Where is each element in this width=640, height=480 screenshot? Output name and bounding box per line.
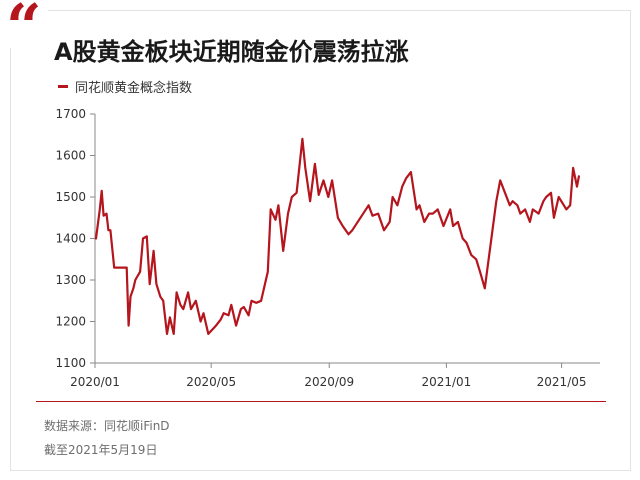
y-tick-label: 1400 bbox=[55, 232, 86, 246]
cutoff-date-note: 截至2021年5月19日 bbox=[44, 443, 158, 457]
x-tick-label: 2020/05 bbox=[186, 375, 236, 389]
y-tick-label: 1600 bbox=[55, 149, 86, 163]
legend-swatch bbox=[58, 84, 68, 88]
y-tick-label: 1500 bbox=[55, 190, 86, 204]
quote-mark-icon: “ bbox=[0, 0, 48, 58]
series-line bbox=[94, 137, 581, 335]
footer-divider bbox=[36, 401, 606, 402]
x-tick-label: 2020/01 bbox=[70, 375, 120, 389]
x-tick-label: 2020/09 bbox=[304, 375, 354, 389]
chart-card bbox=[10, 10, 631, 471]
legend: 同花顺黄金概念指数 bbox=[58, 77, 193, 96]
source-note: 数据来源：同花顺iFinD bbox=[44, 419, 170, 433]
y-tick-label: 1100 bbox=[55, 356, 86, 370]
y-tick-label: 1700 bbox=[55, 107, 86, 121]
chart-title: A股黄金板块近期随金价震荡拉涨 bbox=[54, 38, 409, 66]
y-tick-label: 1300 bbox=[55, 273, 86, 287]
y-tick-label: 1200 bbox=[55, 315, 86, 329]
legend-label: 同花顺黄金概念指数 bbox=[75, 80, 193, 96]
x-tick-label: 2021/01 bbox=[421, 375, 471, 389]
x-tick-label: 2021/05 bbox=[537, 375, 587, 389]
